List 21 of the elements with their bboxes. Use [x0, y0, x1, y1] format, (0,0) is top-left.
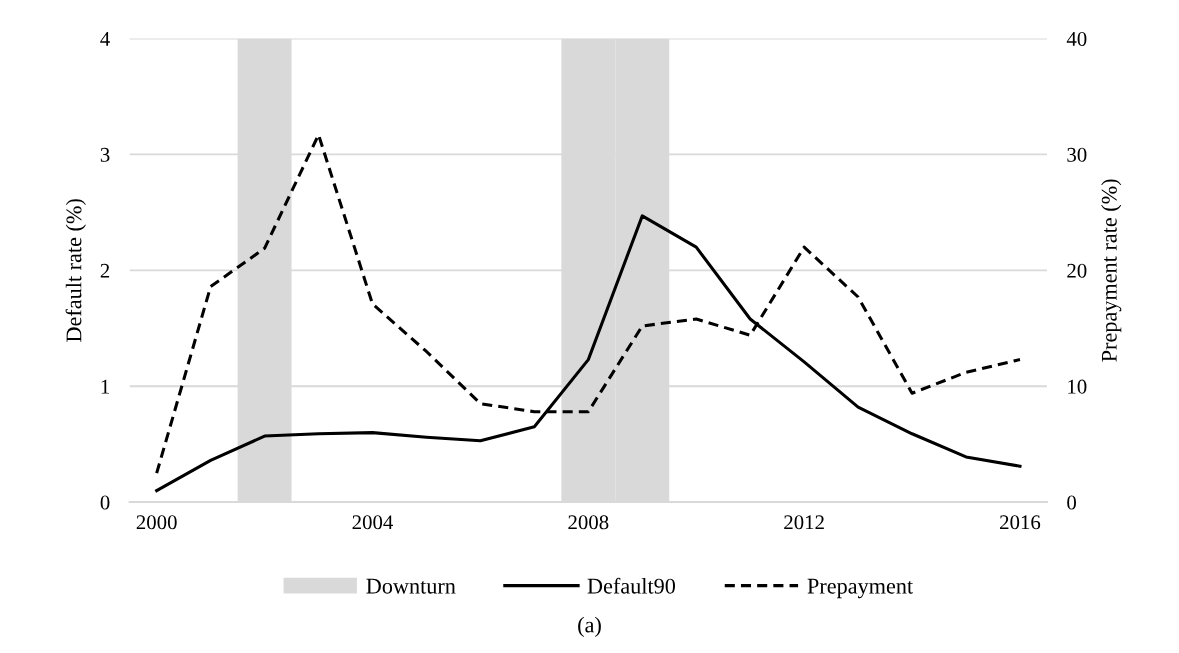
x-tick-label: 2016: [1000, 515, 1041, 530]
y-axis-title: Default rate (%): [65, 199, 86, 342]
y2-tick-label: 20: [1067, 263, 1087, 278]
y-tick-label: 1: [101, 379, 109, 394]
y2-tick-label: 40: [1066, 31, 1087, 46]
y-tick-label: 0: [100, 495, 110, 510]
y2-tick-label: 30: [1067, 147, 1087, 162]
y-tick-label: 3: [100, 147, 110, 162]
x-tick-label: 2000: [136, 515, 177, 530]
legend-label: Downturn: [366, 578, 456, 594]
x-tick-label: 2012: [784, 515, 824, 530]
legend-label: Default90: [587, 577, 676, 594]
y2-tick-label: 10: [1068, 379, 1087, 394]
y-tick-label: 2: [100, 263, 110, 278]
text: (a): [578, 616, 601, 637]
x-tick-label: 2004: [352, 515, 393, 530]
y2-axis-title: Prepayment rate (%): [1101, 179, 1122, 362]
y2-tick-label: 0: [1067, 495, 1077, 510]
y-tick-label: 4: [100, 32, 110, 46]
legend-label: Prepayment: [807, 578, 913, 599]
x-tick-label: 2008: [568, 515, 609, 530]
